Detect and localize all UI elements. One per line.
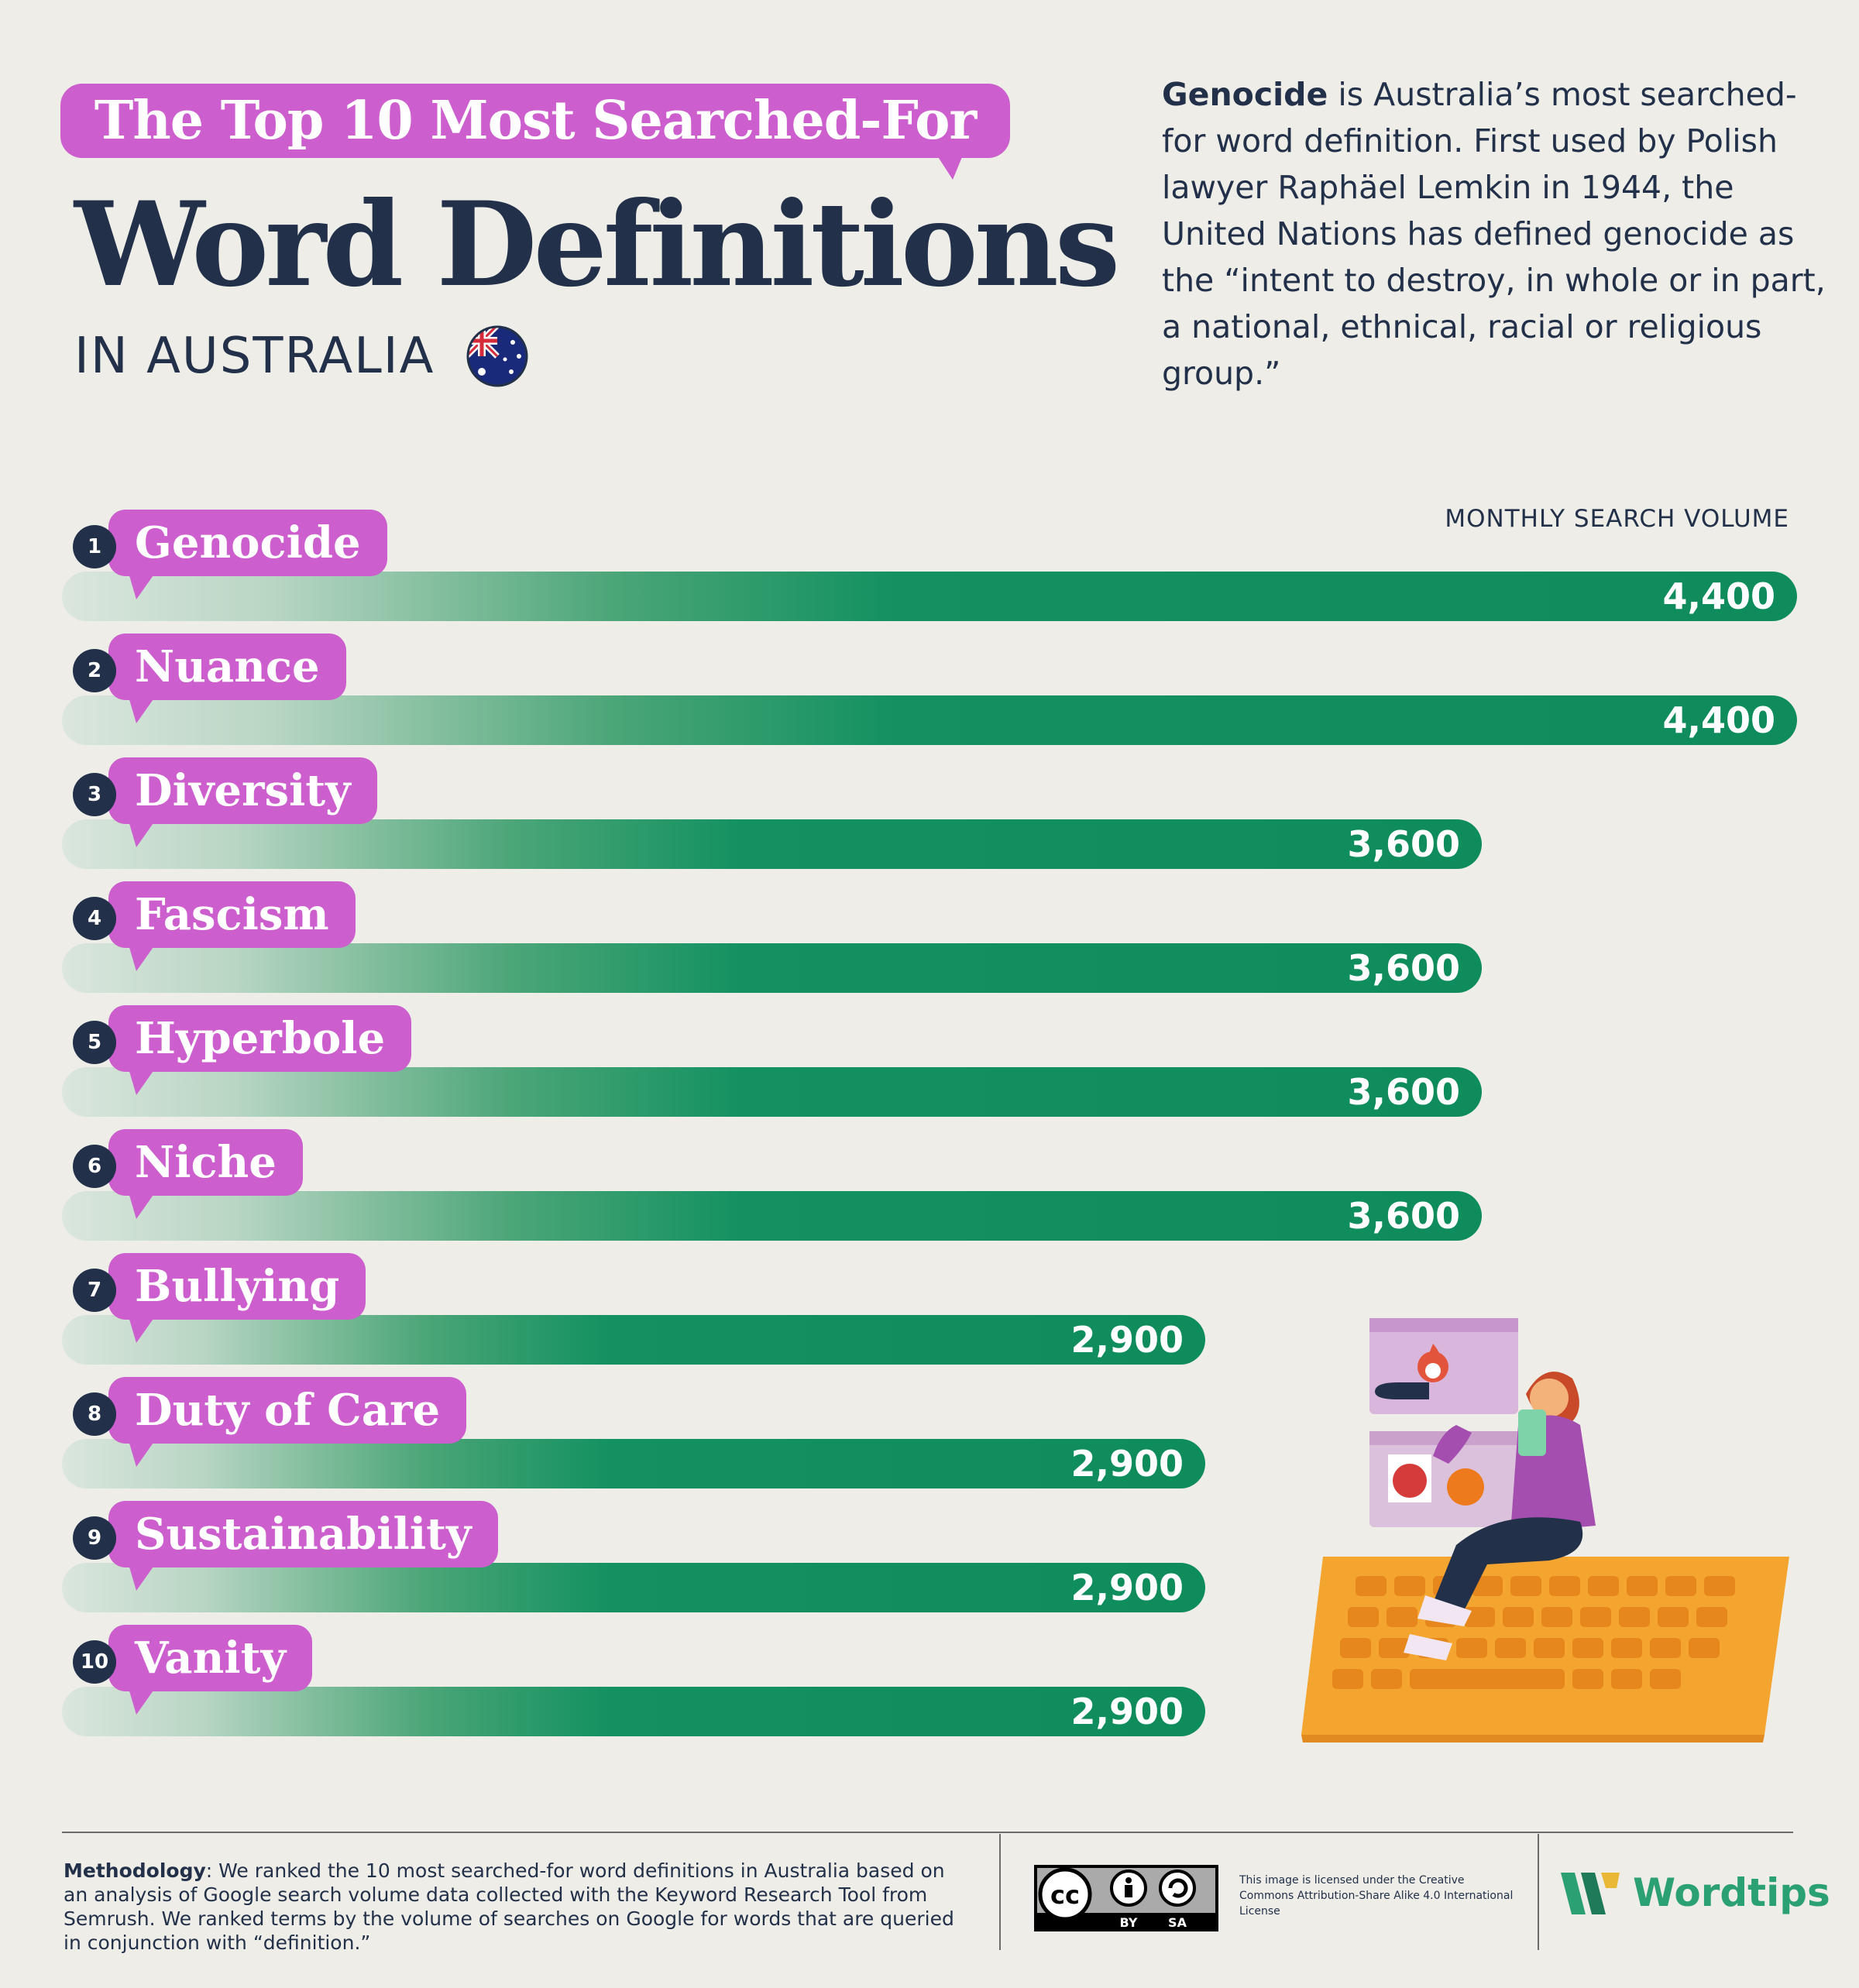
category-label: Duty of Care: [135, 1385, 441, 1436]
share-alike-icon: [1159, 1870, 1196, 1907]
bar: 4,400: [62, 695, 1797, 745]
word-bubble-tail: [129, 1193, 155, 1219]
word-bubble-tail: [129, 945, 155, 971]
bar-row: 3,600 Fascism 4: [0, 881, 1859, 1005]
footer-divider-vertical-1: [999, 1834, 1001, 1950]
word-bubble-tail: [129, 1564, 155, 1591]
cc-by-label: BY: [1120, 1915, 1138, 1930]
bar: 4,400: [62, 572, 1797, 621]
intro-lead: Genocide: [1162, 76, 1328, 113]
word-bubble: Sustainability: [108, 1501, 498, 1591]
bar-value-label: 3,600: [1347, 1071, 1460, 1113]
bar-value-label: 2,900: [1070, 1319, 1184, 1361]
category-label: Sustainability: [135, 1509, 472, 1560]
woman-on-keyboard-illustration: [1301, 1318, 1789, 1743]
rank-badge: 1: [73, 525, 116, 568]
cc-icon: [1038, 1867, 1092, 1921]
bar: 3,600: [62, 1067, 1482, 1117]
apples-icon: [1388, 1454, 1484, 1506]
australia-flag-icon: [466, 325, 528, 387]
bar: 3,600: [62, 819, 1482, 869]
bar-value-label: 2,900: [1070, 1443, 1184, 1485]
bar-row: 2,900 Duty of Care 8: [0, 1377, 1859, 1501]
bar: 3,600: [62, 1191, 1482, 1241]
category-label: Hyperbole: [135, 1013, 386, 1064]
rank-badge: 10: [73, 1640, 116, 1684]
bar-row: 3,600 Diversity 3: [0, 757, 1859, 881]
page-title: Word Definitions: [74, 177, 1120, 313]
word-bubble-tail: [129, 1317, 155, 1343]
bar-value-label: 2,900: [1070, 1567, 1184, 1609]
intro-text: is Australia’s most searched-for word de…: [1162, 76, 1826, 392]
bar-row: 2,900 Sustainability 9: [0, 1501, 1859, 1625]
word-bubble: Nuance: [108, 633, 346, 723]
category-label: Genocide: [135, 517, 361, 568]
rank-badge: 3: [73, 773, 116, 816]
bar: 2,900: [62, 1563, 1205, 1612]
value-axis-label: MONTHLY SEARCH VOLUME: [1445, 505, 1789, 533]
bar-row: 4,400 Genocide 1: [0, 510, 1859, 633]
word-bubble-tail: [129, 1688, 155, 1715]
word-bubble-tail: [129, 1440, 155, 1467]
brand-name: Wordtips: [1633, 1870, 1830, 1915]
cc-sa-label: SA: [1168, 1915, 1187, 1930]
word-bubble: Genocide: [108, 510, 387, 599]
bar-row: 3,600 Niche 6: [0, 1129, 1859, 1253]
word-bubble: Niche: [108, 1129, 303, 1219]
bar-row: 4,400 Nuance 2: [0, 633, 1859, 757]
rank-badge: 2: [73, 649, 116, 692]
word-bubble: Hyperbole: [108, 1005, 412, 1095]
wordtips-logo-icon: [1561, 1873, 1620, 1914]
bar-row: 2,900 Vanity 10: [0, 1625, 1859, 1749]
category-label: Nuance: [135, 641, 320, 692]
bar-value-label: 4,400: [1662, 575, 1775, 617]
rank-badge: 6: [73, 1145, 116, 1188]
svg-text:cc: cc: [1050, 1880, 1080, 1910]
rank-badge: 7: [73, 1269, 116, 1312]
category-label: Bullying: [135, 1261, 340, 1312]
word-bubble-tail: [129, 1069, 155, 1095]
word-bubble: Vanity: [108, 1625, 312, 1715]
word-bubble-tail: [129, 697, 155, 723]
skull-flame-icon: [1375, 1344, 1448, 1399]
category-label: Fascism: [135, 889, 329, 940]
word-bubble: Duty of Care: [108, 1377, 467, 1467]
rank-badge: 9: [73, 1516, 116, 1560]
footer-divider: [62, 1832, 1793, 1833]
footer-divider-vertical-2: [1538, 1834, 1539, 1950]
bar-value-label: 3,600: [1347, 947, 1460, 989]
bar: 2,900: [62, 1687, 1205, 1736]
rank-badge: 4: [73, 897, 116, 940]
bar: 2,900: [62, 1439, 1205, 1488]
bar-value-label: 3,600: [1347, 1195, 1460, 1237]
word-bubble: Bullying: [108, 1253, 366, 1343]
category-label: Vanity: [135, 1633, 286, 1684]
creative-commons-badge: cc BY SA: [1034, 1865, 1218, 1931]
bar-row: 2,900 Bullying 7: [0, 1253, 1859, 1377]
methodology-label: Methodology: [64, 1859, 206, 1882]
title-banner-tail: [936, 153, 964, 180]
page-subtitle: IN AUSTRALIA: [74, 328, 435, 385]
word-bubble: Fascism: [108, 881, 356, 971]
category-label: Niche: [135, 1137, 277, 1188]
license-note: This image is licensed under the Creativ…: [1239, 1874, 1514, 1918]
word-bubble-tail: [129, 821, 155, 847]
bar-row: 3,600 Hyperbole 5: [0, 1005, 1859, 1129]
bar-value-label: 3,600: [1347, 823, 1460, 865]
title-small: The Top 10 Most Searched-For: [94, 90, 978, 152]
category-label: Diversity: [135, 765, 351, 816]
bar-value-label: 2,900: [1070, 1691, 1184, 1732]
word-bubble: Diversity: [108, 757, 377, 847]
methodology-text: : We ranked the 10 most searched-for wor…: [64, 1859, 954, 1954]
rank-badge: 8: [73, 1392, 116, 1436]
methodology-note: Methodology: We ranked the 10 most searc…: [64, 1859, 970, 1955]
rank-badge: 5: [73, 1021, 116, 1064]
bar: 3,600: [62, 943, 1482, 993]
title-banner: The Top 10 Most Searched-For: [60, 84, 1010, 180]
word-bubble-tail: [129, 573, 155, 599]
bar-value-label: 4,400: [1662, 699, 1775, 741]
bar: 2,900: [62, 1315, 1205, 1365]
intro-paragraph: Genocide is Australia’s most searched-fo…: [1162, 71, 1828, 397]
